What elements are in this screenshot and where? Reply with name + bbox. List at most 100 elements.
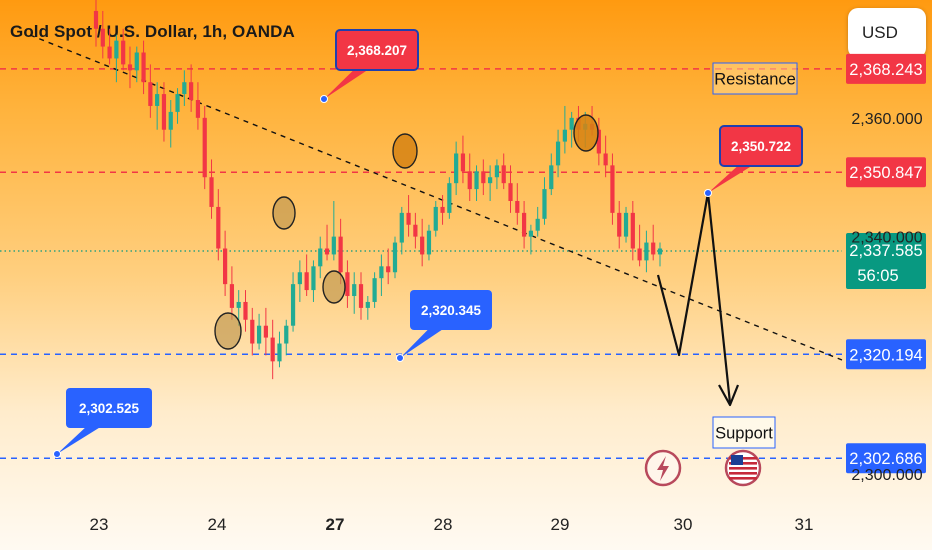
candle [223, 248, 228, 285]
candle [127, 64, 133, 71]
candle [345, 272, 350, 297]
candle [372, 278, 377, 302]
x-tick-label-5: 30 [674, 515, 693, 534]
price-badge-label-3: 2,302.686 [849, 450, 922, 468]
candle [481, 171, 486, 184]
highlight-circle-high-1 [573, 114, 599, 152]
candle [651, 242, 656, 255]
annotation-label-1: Support [715, 425, 773, 443]
annotation-box-1 [712, 416, 776, 449]
y-tick-label-1: 2,340.000 [851, 230, 922, 247]
candle [426, 230, 432, 255]
price-badge-label-1: 2,350.847 [849, 164, 922, 182]
price-badge-2 [846, 339, 926, 370]
callout-box-2[interactable] [410, 290, 492, 330]
callout-box-0[interactable] [335, 29, 419, 71]
candle [542, 189, 547, 219]
chart-title: Gold Spot / U.S. Dollar, 1h, OANDA [10, 22, 295, 41]
lightning-bolt-icon [657, 456, 669, 481]
candle [603, 153, 608, 166]
candle [175, 94, 180, 112]
annotation-box-0 [712, 62, 798, 95]
candle [610, 165, 615, 213]
candle [644, 242, 649, 261]
us-flag-icon[interactable] [724, 449, 762, 487]
y-tick-label-2: 2,300.000 [851, 467, 922, 484]
candle [256, 325, 262, 344]
y-tick-label-0: 2,360.000 [851, 111, 922, 128]
candle [379, 266, 384, 279]
candle [596, 129, 601, 154]
candle [324, 248, 330, 255]
candle [148, 82, 153, 106]
candle [447, 183, 452, 213]
callout-box-3[interactable] [66, 388, 152, 428]
candle [535, 218, 540, 231]
us-flag-stripe [729, 467, 757, 470]
candle [338, 236, 343, 273]
callout-anchor-1 [704, 189, 712, 197]
highlight-circle-high-0 [392, 133, 418, 169]
candle [637, 248, 642, 261]
currency-button[interactable]: USD [848, 8, 926, 58]
us-flag-canton [731, 455, 743, 465]
callout-anchor-3 [53, 450, 61, 458]
candle [107, 46, 112, 59]
candle [454, 153, 459, 184]
x-tick-label-1: 24 [208, 515, 227, 534]
candle [501, 165, 506, 184]
x-tick-label-4: 29 [551, 515, 570, 534]
candle [488, 177, 493, 184]
candle [617, 212, 622, 237]
candle [358, 284, 364, 308]
callout-label-2: 2,320.345 [421, 303, 482, 318]
candle [161, 94, 167, 130]
candle [134, 52, 139, 71]
candle [365, 301, 370, 308]
price-badge-label-0: 2,368.243 [849, 61, 922, 79]
callout-pointer-0 [324, 70, 368, 99]
candle [406, 212, 411, 225]
candle [494, 165, 500, 178]
price-badge-0 [846, 53, 926, 84]
us-flag-stripe [729, 477, 757, 480]
callout-box-1[interactable] [719, 125, 803, 167]
candle [189, 82, 194, 101]
annotation-label-0: Resistance [714, 71, 796, 89]
candle [623, 212, 629, 237]
candle [433, 206, 438, 231]
candle [549, 165, 554, 190]
candle [562, 129, 567, 142]
highlight-circle-low-0 [214, 312, 242, 350]
candle [263, 325, 268, 338]
projection-arrowhead [718, 384, 740, 407]
candle [141, 52, 146, 83]
candle [243, 301, 248, 320]
highlight-circle-low-2 [322, 270, 346, 304]
candle [440, 206, 445, 213]
callout-pointer-1 [708, 166, 752, 193]
candle [270, 337, 275, 362]
candle [352, 284, 357, 297]
callout-label-0: 2,368.207 [347, 43, 407, 58]
candle [508, 183, 513, 201]
x-tick-label-2: 27 [326, 515, 345, 534]
candle [284, 325, 289, 344]
candle [399, 212, 404, 243]
candle [630, 212, 635, 249]
candle [121, 40, 126, 65]
callout-pointer-3 [57, 428, 99, 454]
x-tick-label-3: 28 [434, 515, 453, 534]
callout-pointer-2 [400, 330, 442, 358]
candle [318, 248, 323, 267]
candle [182, 82, 187, 95]
candle [229, 284, 235, 308]
highlight-circle-low-1 [272, 196, 296, 230]
candle [521, 212, 527, 237]
candle [202, 117, 207, 178]
candle [515, 200, 520, 213]
candle [331, 236, 336, 255]
callout-label-1: 2,350.722 [731, 139, 791, 154]
callout-label-3: 2,302.525 [79, 401, 140, 416]
